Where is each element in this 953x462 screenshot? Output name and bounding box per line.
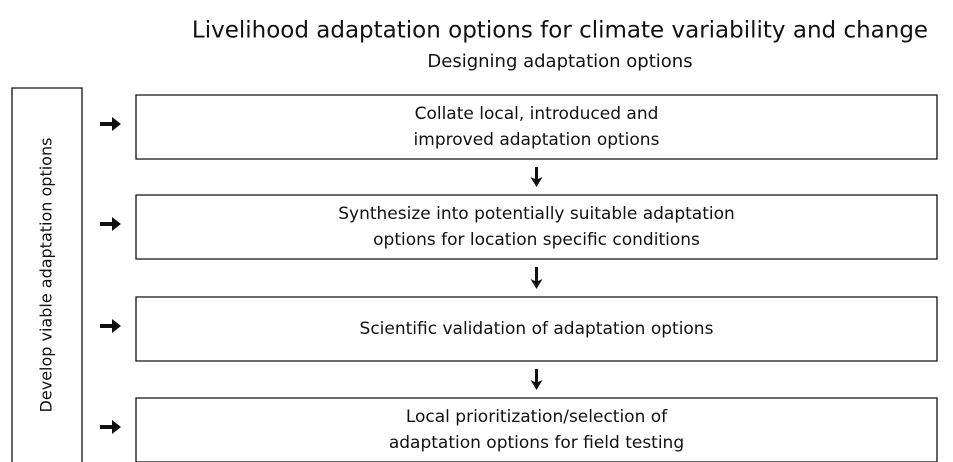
step-box [135, 296, 938, 362]
step-text: Local prioritization/selection of [406, 407, 668, 427]
step-box [135, 194, 938, 260]
subtitle: Designing adaptation options [427, 51, 692, 72]
step-box [135, 397, 938, 462]
step-text: options for location specific conditions [373, 230, 700, 250]
step-text: Scientific validation of adaptation opti… [360, 319, 714, 339]
title: Livelihood adaptation options for climat… [192, 18, 928, 44]
down-arrow [530, 369, 543, 390]
step-text: improved adaptation options [414, 130, 660, 150]
side-box [11, 87, 83, 462]
down-arrow [530, 267, 543, 289]
right-arrow [100, 217, 121, 231]
down-arrow [530, 167, 543, 187]
side-label: Develop viable adaptation options [37, 138, 56, 413]
right-arrow [100, 117, 121, 131]
right-arrow [100, 319, 121, 333]
step-box [135, 94, 938, 160]
step-text: Collate local, introduced and [415, 104, 659, 124]
step-text: adaptation options for field testing [389, 433, 684, 453]
step-text: Synthesize into potentially suitable ada… [338, 204, 735, 224]
right-arrow [100, 420, 121, 434]
